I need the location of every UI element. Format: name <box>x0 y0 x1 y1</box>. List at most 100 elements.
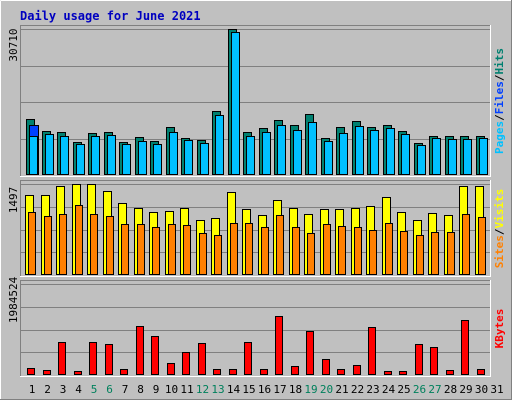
day-label: 3 <box>60 383 67 396</box>
bar-sites <box>369 230 377 275</box>
bar-kbytes <box>430 347 438 375</box>
bar-pages <box>479 138 488 175</box>
legend: Pages/Files/Hits <box>493 48 506 154</box>
bar-pages <box>138 141 147 175</box>
day-label: 24 <box>382 383 396 396</box>
day-label: 22 <box>351 383 364 396</box>
max-value-label: 30710 <box>7 28 20 61</box>
bar-sites <box>338 226 346 275</box>
panel-kbytes: 1984524 KBytes <box>7 276 506 377</box>
bar-kbytes <box>461 320 469 375</box>
bar-sites <box>168 224 176 275</box>
bar-kbytes <box>415 344 423 375</box>
bar-pages <box>246 136 255 175</box>
bar-sites <box>214 235 222 275</box>
bar-sites <box>28 212 36 275</box>
legend-item-visits: Visits <box>493 189 506 229</box>
bar-sites <box>323 224 331 275</box>
bar-sites <box>106 216 114 275</box>
panel-hits: 30710 Pages/Files/Hits <box>7 25 506 177</box>
bar-pages <box>231 32 240 175</box>
bar-pages <box>448 139 457 175</box>
day-label: 23 <box>366 383 379 396</box>
day-label: 29 <box>459 383 472 396</box>
day-label: 5 <box>91 383 98 396</box>
panel-area <box>20 180 491 277</box>
bar-pages <box>262 132 271 175</box>
bar-kbytes <box>291 366 299 375</box>
day-label: 31 <box>490 383 503 396</box>
day-label: 7 <box>122 383 129 396</box>
day-label: 30 <box>475 383 488 396</box>
bar-kbytes <box>384 371 392 375</box>
day-label: 26 <box>413 383 426 396</box>
legend: KBytes <box>493 309 506 349</box>
bar-kbytes <box>27 368 35 375</box>
bar-sites <box>462 214 470 275</box>
bar-pages <box>308 122 317 175</box>
bar-pages <box>215 115 224 175</box>
bar-sites <box>245 223 253 275</box>
day-label: 11 <box>180 383 193 396</box>
bar-pages <box>386 128 395 175</box>
bar-pages <box>370 130 379 175</box>
bar-kbytes <box>120 369 128 375</box>
legend-separator: / <box>493 74 506 81</box>
bar-pages <box>107 135 116 175</box>
bar-sites <box>400 231 408 275</box>
panel-visits: 1497 Sites/Visits <box>7 180 506 277</box>
bar-sites <box>478 217 486 275</box>
bar-sites <box>152 227 160 275</box>
bar-kbytes <box>306 331 314 375</box>
bar-pages <box>293 130 302 175</box>
legend-item-files: Files <box>493 81 506 114</box>
max-value-label: 1497 <box>7 187 20 214</box>
bar-kbytes <box>74 371 82 375</box>
day-label: 12 <box>196 383 209 396</box>
bar-pages <box>76 144 85 175</box>
day-label: 27 <box>428 383 441 396</box>
day-label: 19 <box>304 383 317 396</box>
bar-kbytes <box>353 365 361 375</box>
bar-pages <box>153 144 162 175</box>
day-label: 4 <box>75 383 82 396</box>
bar-kbytes <box>198 343 206 375</box>
bar-kbytes <box>58 342 66 375</box>
bar-kbytes <box>322 359 330 375</box>
bar-pages <box>277 125 286 175</box>
day-label: 1 <box>29 383 36 396</box>
bar-kbytes <box>89 342 97 375</box>
day-label: 13 <box>211 383 224 396</box>
bar-pages <box>339 133 348 175</box>
legend-item-kbytes: KBytes <box>493 309 506 349</box>
bar-pages <box>45 134 54 175</box>
bar-sites <box>90 214 98 275</box>
bar-kbytes <box>260 369 268 375</box>
day-label: 18 <box>289 383 302 396</box>
legend-item-sites: Sites <box>493 235 506 268</box>
bar-kbytes <box>337 369 345 375</box>
bar-sites <box>199 233 207 275</box>
panel-area <box>20 280 491 377</box>
legend: Sites/Visits <box>493 189 506 269</box>
bar-kbytes <box>446 370 454 375</box>
bar-pages <box>200 143 209 175</box>
bar-sites <box>307 233 315 275</box>
legend-separator: / <box>493 114 506 121</box>
day-label: 8 <box>137 383 144 396</box>
day-label: 14 <box>227 383 241 396</box>
bar-kbytes <box>105 344 113 375</box>
bar-sites <box>230 223 238 275</box>
bar-sites <box>75 205 83 275</box>
day-label: 15 <box>242 383 255 396</box>
bar-pages <box>122 144 131 175</box>
day-label: 2 <box>44 383 51 396</box>
bar-sites <box>137 224 145 275</box>
bar-sites <box>385 223 393 275</box>
bar-sites <box>44 216 52 275</box>
bar-pages <box>401 134 410 175</box>
chart-title: Daily usage for June 2021 <box>20 9 201 23</box>
day-label: 20 <box>320 383 333 396</box>
legend-separator: / <box>493 228 506 235</box>
